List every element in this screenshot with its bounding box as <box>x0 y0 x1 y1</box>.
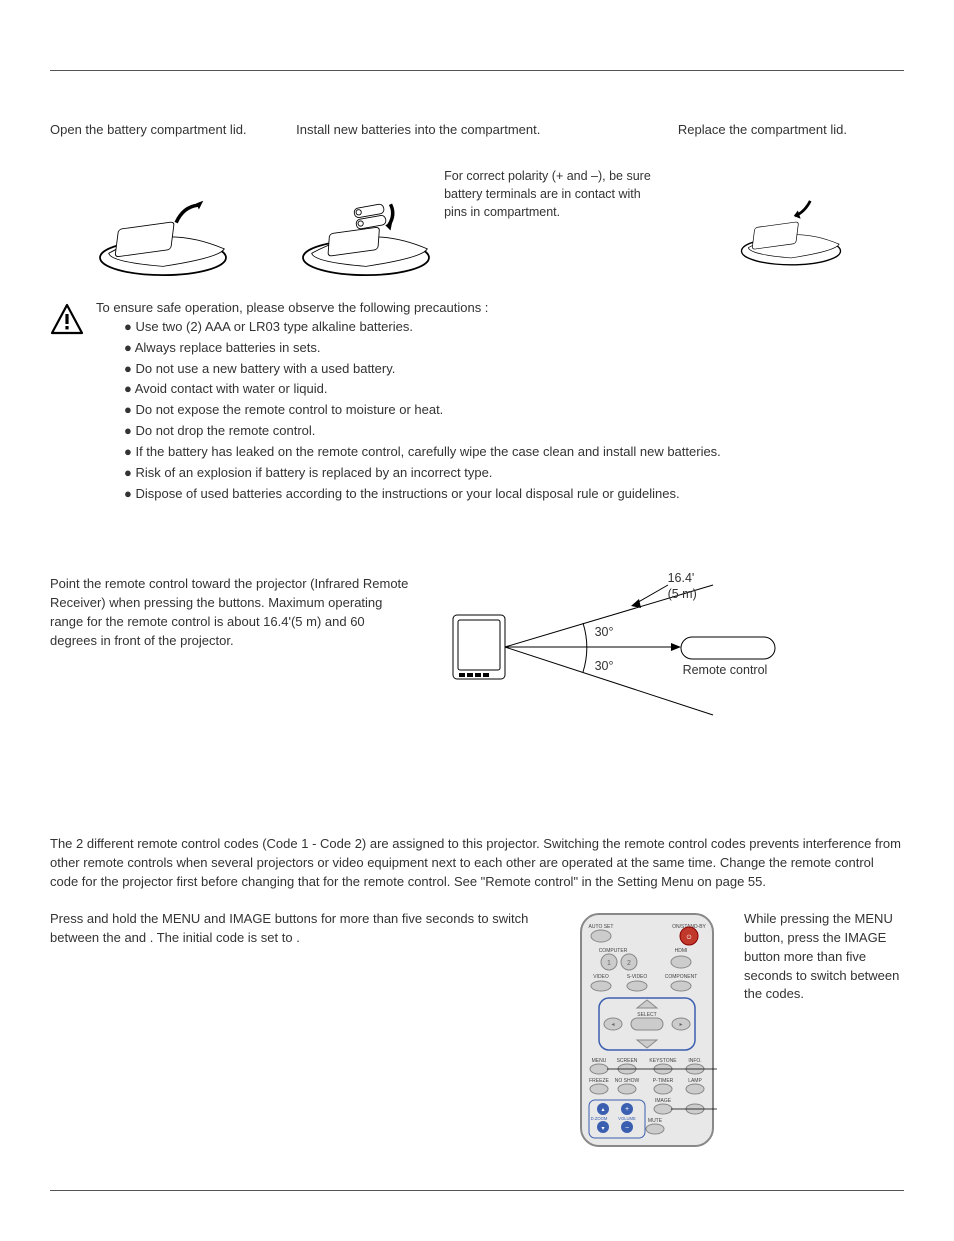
label-autoset: AUTO SET <box>589 924 614 930</box>
svg-text:S-VIDEO: S-VIDEO <box>627 974 648 980</box>
codes-note-c: . <box>800 986 804 1001</box>
svg-text:COMPUTER: COMPUTER <box>599 948 628 954</box>
svg-text:INFO.: INFO. <box>688 1058 701 1064</box>
precaution-item: Do not drop the remote control. <box>124 422 721 441</box>
svg-text:KEYSTONE: KEYSTONE <box>649 1058 677 1064</box>
precaution-item: Dispose of used batteries according to t… <box>124 485 721 504</box>
range-text: Point the remote control toward the proj… <box>50 575 413 650</box>
remote-open-icon <box>93 172 233 282</box>
svg-text:+: + <box>625 1106 629 1113</box>
step2-figure <box>296 167 436 287</box>
svg-text:▸: ▸ <box>679 1022 682 1028</box>
precautions-text: To ensure safe operation, please observe… <box>96 299 721 505</box>
precaution-item: Use two (2) AAA or LR03 type alkaline ba… <box>124 318 721 337</box>
remote-batteries-icon <box>296 172 436 282</box>
svg-text:−: − <box>625 1125 629 1132</box>
svg-text:▴: ▴ <box>601 1107 604 1113</box>
codes-row: Press and hold the MENU and IMAGE button… <box>50 910 904 1150</box>
svg-text:COMPONENT: COMPONENT <box>665 974 698 980</box>
svg-text:2: 2 <box>627 960 631 967</box>
svg-text:HDMI: HDMI <box>675 948 688 954</box>
precaution-item: Do not expose the remote control to mois… <box>124 401 721 420</box>
precaution-item: Avoid contact with water or liquid. <box>124 380 721 399</box>
precaution-item: Risk of an explosion if battery is repla… <box>124 464 721 483</box>
svg-text:VOLUME: VOLUME <box>618 1116 636 1121</box>
precautions-intro: To ensure safe operation, please observe… <box>96 299 721 318</box>
codes-note: While pressing the MENU button, press th… <box>744 910 904 1004</box>
svg-text:D.ZOOM: D.ZOOM <box>591 1116 608 1121</box>
bottom-rule <box>50 1190 904 1191</box>
range-diagram: 16.4' (5 m) 30° 30° Remote control <box>443 575 904 755</box>
operating-range: Point the remote control toward the proj… <box>50 575 904 755</box>
svg-text:◂: ◂ <box>611 1022 614 1028</box>
step2-caption: Install new batteries into the compartme… <box>296 121 658 159</box>
step3-caption: Replace the compartment lid. <box>678 121 904 159</box>
codes-press: Press and hold the MENU and IMAGE button… <box>50 910 550 948</box>
battery-steps: Open the battery compartment lid. Instal… <box>50 121 904 287</box>
svg-text:MENU: MENU <box>592 1058 607 1064</box>
step-1: Open the battery compartment lid. <box>50 121 276 287</box>
code-section: The 2 different remote control codes (Co… <box>50 835 904 1150</box>
codes-intro: The 2 different remote control codes (Co… <box>50 835 904 892</box>
remote-front-figure: AUTO SET ON/STAND-BY ⏻ COMPUTER HDMI 1 2… <box>572 910 722 1150</box>
precaution-item: If the battery has leaked on the remote … <box>124 443 721 462</box>
step-3: Replace the compartment lid. <box>678 121 904 287</box>
svg-text:IMAGE: IMAGE <box>655 1098 672 1104</box>
svg-text:P-TIMER: P-TIMER <box>653 1078 674 1084</box>
remote-label: Remote control <box>683 661 768 679</box>
svg-text:1: 1 <box>607 960 611 967</box>
warning-icon <box>50 299 84 505</box>
step-2: Install new batteries into the compartme… <box>296 121 658 287</box>
svg-text:▾: ▾ <box>601 1126 604 1132</box>
angle-bot: 30° <box>595 657 614 675</box>
remote-front-icon: AUTO SET ON/STAND-BY ⏻ COMPUTER HDMI 1 2… <box>577 910 717 1150</box>
precaution-item: Do not use a new battery with a used bat… <box>124 360 721 379</box>
svg-text:SELECT: SELECT <box>637 1012 656 1018</box>
top-rule <box>50 70 904 71</box>
remote-close-icon <box>736 177 846 277</box>
svg-text:SCREEN: SCREEN <box>617 1058 638 1064</box>
angle-top: 30° <box>595 623 614 641</box>
precautions-list: Use two (2) AAA or LR03 type alkaline ba… <box>96 318 721 504</box>
svg-text:LAMP: LAMP <box>688 1078 702 1084</box>
svg-text:NO SHOW: NO SHOW <box>615 1078 640 1084</box>
svg-text:VIDEO: VIDEO <box>593 974 609 980</box>
precautions-block: To ensure safe operation, please observe… <box>50 299 904 505</box>
precaution-item: Always replace batteries in sets. <box>124 339 721 358</box>
step1-figure <box>50 167 276 287</box>
step3-figure <box>678 167 904 287</box>
polarity-note: For correct polarity (+ and –), be sure … <box>444 167 658 287</box>
step1-caption: Open the battery compartment lid. <box>50 121 276 159</box>
svg-text:FREEZE: FREEZE <box>589 1078 609 1084</box>
dist-m: (5 m) <box>668 585 697 603</box>
svg-text:⏻: ⏻ <box>687 934 692 941</box>
svg-text:MUTE: MUTE <box>648 1118 663 1124</box>
